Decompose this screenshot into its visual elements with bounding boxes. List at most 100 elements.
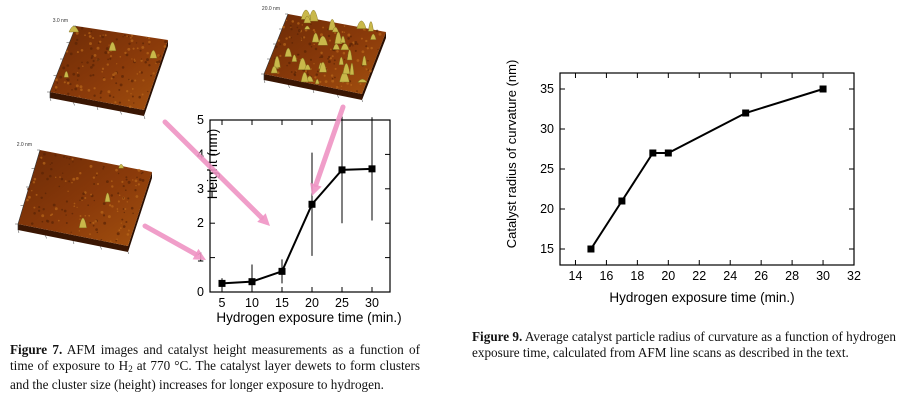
afm-texture: [66, 64, 70, 67]
y-tick-label: 0: [197, 285, 204, 299]
afm-texture: [127, 99, 130, 102]
data-point: [649, 149, 657, 157]
afm-texture: [291, 20, 295, 23]
afm-texture: [147, 90, 149, 93]
afm-texture: [313, 63, 315, 65]
afm-texture: [333, 31, 337, 34]
afm-texture: [135, 195, 139, 198]
x-tick-label: 30: [816, 269, 830, 283]
afm-texture: [101, 67, 105, 70]
afm-texture: [58, 185, 61, 188]
afm-cluster: [368, 21, 374, 32]
afm-texture: [141, 45, 145, 49]
afm-texture: [341, 31, 344, 33]
afm-cluster: [304, 64, 311, 71]
afm-texture: [343, 58, 346, 61]
afm-texture: [352, 41, 355, 45]
afm-texture: [42, 208, 45, 211]
afm-texture: [285, 37, 288, 40]
afm-texture: [90, 30, 93, 33]
afm-texture: [63, 81, 66, 84]
afm-texture: [80, 26, 84, 30]
afm-texture: [320, 33, 323, 37]
afm-cluster: [361, 55, 367, 66]
afm-texture: [123, 211, 125, 214]
afm-texture: [32, 181, 36, 184]
afm-texture: [122, 185, 125, 188]
afm-texture: [100, 210, 104, 214]
afm-texture: [64, 180, 67, 182]
afm-texture: [327, 60, 331, 64]
afm-texture: [333, 59, 336, 62]
afm-texture: [124, 189, 127, 192]
afm-texture: [141, 178, 145, 182]
afm-texture: [84, 196, 87, 200]
afm-texture: [144, 60, 147, 64]
afm-texture: [288, 36, 291, 39]
afm-texture: [26, 198, 29, 202]
afm-texture: [348, 44, 352, 48]
data-point: [308, 200, 316, 208]
afm-texture: [336, 50, 339, 53]
afm-texture: [314, 47, 318, 51]
afm-texture: [354, 49, 357, 52]
y-tick-label: 25: [540, 162, 554, 176]
afm-texture: [139, 49, 142, 52]
afm-texture: [378, 32, 382, 36]
afm-texture: [89, 164, 93, 168]
afm-texture: [319, 56, 321, 59]
afm-cluster: [346, 49, 353, 61]
afm-texture: [120, 222, 122, 224]
afm-texture: [105, 47, 109, 51]
afm-texture: [122, 208, 125, 210]
x-axis-label: Hydrogen exposure time (min.): [609, 290, 794, 305]
afm-texture: [89, 221, 92, 224]
afm-tick: [96, 106, 99, 111]
afm-texture: [127, 47, 131, 51]
afm-texture: [331, 55, 334, 58]
afm-texture: [75, 31, 79, 35]
afm-texture: [76, 26, 78, 28]
pink-arrow: [142, 223, 199, 257]
afm-texture: [143, 106, 146, 108]
afm-texture: [130, 79, 134, 83]
afm-texture: [40, 156, 43, 159]
afm-texture: [115, 168, 118, 172]
afm-texture: [128, 241, 130, 243]
afm-texture: [115, 82, 118, 85]
afm-texture: [107, 215, 111, 219]
figure7-caption: Figure 7. AFM images and catalyst height…: [10, 342, 421, 393]
afm-texture: [334, 67, 337, 70]
afm-tick: [288, 84, 290, 89]
afm-texture: [81, 199, 83, 202]
afm-texture: [107, 51, 110, 54]
y-axis-label: Catalyst radius of curvature (nm): [504, 60, 519, 249]
afm-texture: [327, 57, 330, 60]
y-axis-label: Height (nm): [205, 129, 220, 200]
afm-texture: [74, 87, 78, 91]
afm-texture: [310, 45, 313, 48]
afm-texture: [347, 37, 350, 40]
afm-texture: [79, 172, 82, 175]
afm-texture: [80, 158, 82, 161]
afm-cluster: [340, 35, 346, 43]
afm-texture: [96, 182, 100, 186]
afm-texture: [100, 90, 103, 93]
figure9-label: Figure 9.: [472, 329, 523, 344]
afm-texture: [92, 221, 95, 225]
afm-texture: [76, 71, 79, 74]
pink-arrow-head: [310, 182, 322, 196]
x-tick-label: 14: [569, 269, 583, 283]
afm-texture: [70, 231, 72, 233]
afm-texture: [288, 61, 291, 65]
afm-cluster: [342, 63, 351, 75]
afm-texture: [306, 73, 309, 76]
afm-texture: [103, 221, 107, 225]
afm-texture: [96, 174, 98, 176]
afm-texture: [118, 101, 122, 104]
afm-texture: [132, 47, 135, 50]
afm-texture: [71, 181, 73, 184]
afm-base-side: [264, 74, 362, 100]
afm-texture: [291, 42, 294, 44]
afm-texture: [121, 180, 124, 183]
